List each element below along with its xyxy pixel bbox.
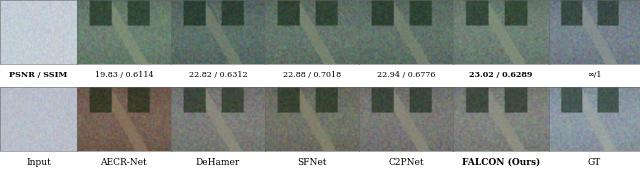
Text: DeHamer: DeHamer bbox=[196, 158, 240, 167]
Text: 22.82 / 0.6312: 22.82 / 0.6312 bbox=[189, 71, 247, 79]
Text: ∞/1: ∞/1 bbox=[588, 71, 602, 79]
Text: 23.02 / 0.6289: 23.02 / 0.6289 bbox=[469, 71, 533, 79]
Text: PSNR / SSIM: PSNR / SSIM bbox=[9, 71, 68, 79]
Text: 22.88 / 0.7018: 22.88 / 0.7018 bbox=[283, 71, 341, 79]
Text: 19.83 / 0.6114: 19.83 / 0.6114 bbox=[95, 71, 153, 79]
Text: C2PNet: C2PNet bbox=[388, 158, 424, 167]
Text: GT: GT bbox=[588, 158, 601, 167]
Text: Input: Input bbox=[26, 158, 51, 167]
Text: 22.94 / 0.6776: 22.94 / 0.6776 bbox=[377, 71, 435, 79]
Text: AECR-Net: AECR-Net bbox=[100, 158, 147, 167]
Text: SFNet: SFNet bbox=[297, 158, 327, 167]
Text: FALCON (Ours): FALCON (Ours) bbox=[462, 158, 540, 167]
